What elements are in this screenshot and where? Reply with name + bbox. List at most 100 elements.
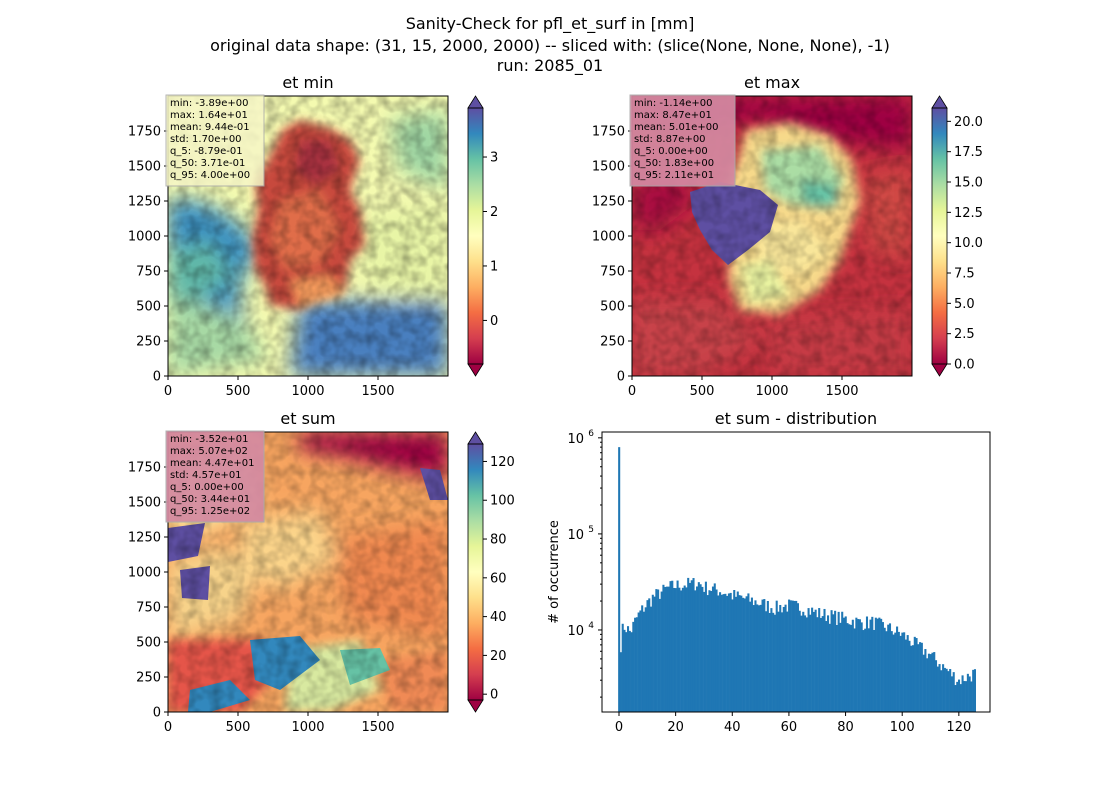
histogram-bar: [779, 604, 782, 712]
histogram-bar: [887, 624, 890, 712]
stats-q50: q_50: 1.83e+00: [634, 158, 714, 169]
histogram-bar: [742, 597, 745, 712]
histogram-bar: [796, 603, 799, 712]
x-axis: 0 500 1000 1500: [164, 376, 395, 399]
colorbar-tick-label: 7.5: [954, 267, 975, 282]
histogram-bar: [956, 681, 959, 712]
colorbar: 0 20 40 60 80 100 120: [467, 431, 515, 713]
histogram-bar: [671, 580, 674, 712]
histogram-bar: [888, 623, 892, 712]
histogram-bar: [947, 671, 950, 712]
histogram-bar: [834, 610, 837, 712]
histogram-bar: [924, 649, 927, 712]
histogram-bar: [756, 604, 759, 712]
histogram-bar: [704, 581, 707, 712]
histogram-bar: [692, 578, 695, 712]
stats-std: std: 8.87e+00: [634, 134, 706, 145]
histogram-bar: [963, 681, 966, 712]
y-tick-label-exponent: 6: [588, 429, 594, 439]
histogram-bars: [618, 447, 976, 712]
histogram-bar: [701, 586, 704, 712]
colorbar-extend-max: [467, 95, 484, 109]
stats-min: min: -3.89e+00: [170, 98, 249, 109]
stats-q5: q_5: 0.00e+00: [634, 146, 708, 157]
histogram-bar: [648, 598, 651, 712]
histogram-bar: [903, 632, 906, 712]
stats-q95: q_95: 1.25e+02: [170, 506, 250, 517]
histogram-bar: [706, 595, 709, 712]
y-tick-label: 1250: [592, 195, 625, 210]
histogram-bar: [821, 616, 824, 712]
panel-title: et sum - distribution: [715, 409, 877, 428]
histogram-bar: [850, 624, 853, 712]
y-axis: 10 4 10 5 10 6: [567, 429, 602, 698]
histogram-bar: [703, 591, 706, 712]
histogram-bar: [749, 601, 752, 712]
histogram-bar: [731, 599, 734, 712]
histogram-bar: [809, 614, 812, 712]
y-tick-label: 250: [136, 335, 161, 350]
panel-title: et min: [282, 73, 333, 92]
colorbar-tick-label: 1: [490, 259, 498, 274]
histogram-bar: [777, 611, 780, 712]
histogram-bar: [814, 609, 817, 712]
figure-title-line-3: run: 2085_01: [497, 56, 603, 76]
histogram-bar: [959, 684, 962, 712]
y-tick-label-base: 10: [567, 432, 584, 447]
histogram-bar: [950, 676, 953, 712]
histogram-bar: [864, 628, 867, 712]
x-tick-label: 80: [837, 720, 854, 735]
colorbar-tick-label: 60: [490, 571, 507, 586]
y-tick-label: 500: [136, 300, 161, 315]
histogram-bar: [949, 669, 952, 712]
panel-et-sum: et sum 0 500 1000 1500 0: [128, 409, 515, 735]
x-tick-label: 1000: [291, 384, 324, 399]
colorbar: 0 1 2 3: [467, 95, 498, 377]
y-tick-label: 1250: [128, 195, 161, 210]
histogram-bar: [662, 584, 665, 712]
histogram-bar: [911, 645, 915, 712]
histogram-bar: [823, 608, 826, 712]
histogram-bar: [802, 611, 805, 712]
colorbar-extend-max: [931, 95, 948, 109]
x-tick-label: 0: [628, 384, 636, 399]
histogram-bar: [865, 616, 869, 712]
y-tick-label: 750: [600, 265, 625, 280]
y-tick-label: 1000: [128, 566, 161, 581]
histogram-bar: [878, 617, 881, 712]
histogram-bar: [621, 623, 624, 712]
histogram-bar: [791, 600, 794, 712]
y-tick-label: 500: [600, 300, 625, 315]
colorbar-extend-max: [467, 431, 484, 445]
histogram-bar: [798, 610, 801, 712]
x-tick-label: 120: [946, 720, 971, 735]
histogram-bar: [727, 593, 730, 712]
histogram-bar: [940, 670, 943, 712]
histogram-bar: [788, 599, 791, 712]
colorbar-tick-label: 0: [490, 688, 498, 703]
histogram-bar: [775, 600, 778, 712]
histogram-bar: [883, 627, 886, 712]
colorbar-frame: [467, 443, 484, 701]
histogram-bar: [800, 615, 803, 712]
stats-q5: q_5: -8.79e-01: [170, 146, 243, 157]
colorbar-tick-label: 12.5: [954, 206, 983, 221]
colorbar-tick-label: 0: [490, 314, 498, 329]
stats-max: max: 5.07e+02: [170, 446, 248, 457]
histogram-bar: [651, 594, 654, 712]
histogram-bar: [784, 604, 787, 712]
histogram-bar: [841, 611, 844, 712]
histogram-bar: [804, 615, 807, 712]
colorbar-tick-label: 20.0: [954, 115, 983, 130]
x-tick-label: 20: [667, 720, 684, 735]
histogram-bar: [957, 679, 961, 712]
histogram-bar: [773, 614, 776, 712]
y-axis: 0 250 500 750 1000 1250 1500 1750: [128, 461, 168, 721]
histogram-bar: [750, 597, 753, 712]
histogram-bar: [881, 622, 884, 712]
histogram-bar: [919, 642, 922, 712]
y-tick-label: 0: [617, 370, 625, 385]
histogram-bar: [880, 618, 883, 712]
histogram-bar: [818, 608, 821, 712]
histogram-bar: [717, 595, 720, 712]
